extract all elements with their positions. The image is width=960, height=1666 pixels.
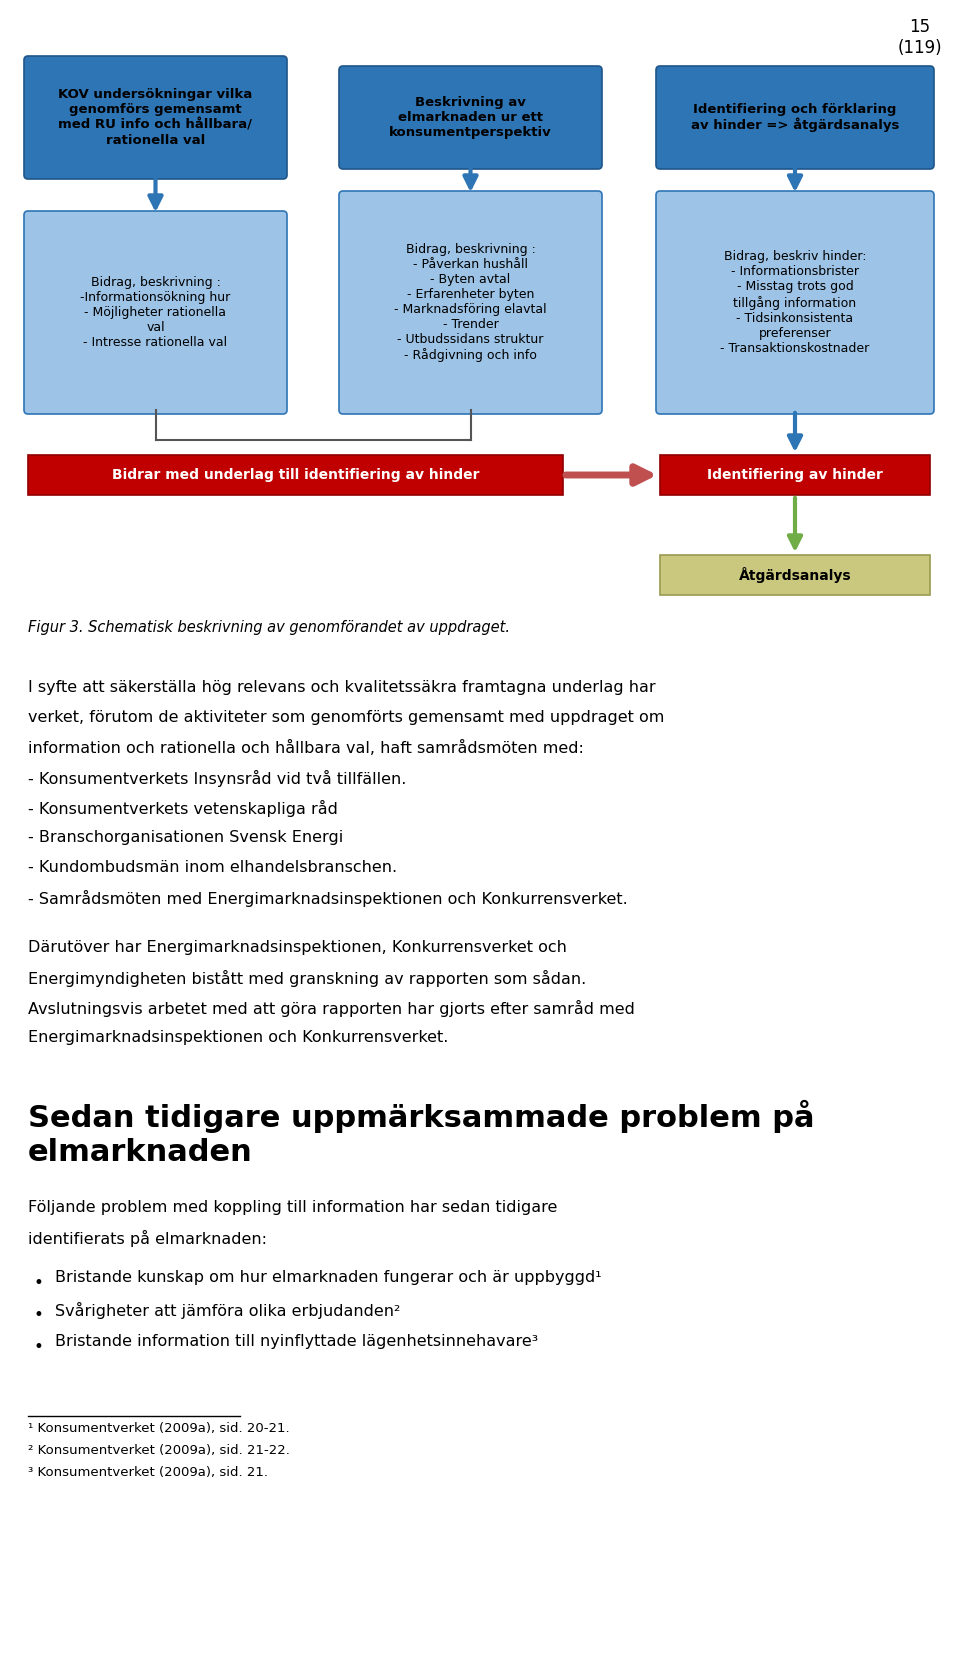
FancyBboxPatch shape <box>656 192 934 413</box>
Text: - Samrådsmöten med Energimarknadsinspektionen och Konkurrensverket.: - Samrådsmöten med Energimarknadsinspekt… <box>28 890 628 906</box>
Text: Figur 3. Schematisk beskrivning av genomförandet av uppdraget.: Figur 3. Schematisk beskrivning av genom… <box>28 620 510 635</box>
Text: - Konsumentverkets vetenskapliga råd: - Konsumentverkets vetenskapliga råd <box>28 800 338 816</box>
Text: Bidrar med underlag till identifiering av hinder: Bidrar med underlag till identifiering a… <box>111 468 479 481</box>
Text: Följande problem med koppling till information har sedan tidigare: Följande problem med koppling till infor… <box>28 1200 558 1215</box>
Text: Energimarknadsinspektionen och Konkurrensverket.: Energimarknadsinspektionen och Konkurren… <box>28 1030 448 1045</box>
Text: Bristande information till nyinflyttade lägenhetsinnehavare³: Bristande information till nyinflyttade … <box>55 1334 539 1349</box>
Text: KOV undersökningar vilka
genomförs gemensamt
med RU info och hållbara/
rationell: KOV undersökningar vilka genomförs gemen… <box>59 88 252 147</box>
Text: •: • <box>33 1338 43 1356</box>
FancyBboxPatch shape <box>24 57 287 178</box>
Text: information och rationella och hållbara val, haft samrådsmöten med:: information och rationella och hållbara … <box>28 740 584 756</box>
Text: Identifiering och förklaring
av hinder => åtgärdsanalys: Identifiering och förklaring av hinder =… <box>691 103 900 132</box>
Text: Avslutningsvis arbetet med att göra rapporten har gjorts efter samråd med: Avslutningsvis arbetet med att göra rapp… <box>28 1000 635 1016</box>
Text: Bidrag, beskrivning :
-Informationsökning hur
- Möjligheter rationella
val
- Int: Bidrag, beskrivning : -Informationsöknin… <box>81 277 230 348</box>
Text: Beskrivning av
elmarknaden ur ett
konsumentperspektiv: Beskrivning av elmarknaden ur ett konsum… <box>389 97 552 138</box>
Text: ² Konsumentverket (2009a), sid. 21-22.: ² Konsumentverket (2009a), sid. 21-22. <box>28 1444 290 1458</box>
Text: - Branschorganisationen Svensk Energi: - Branschorganisationen Svensk Energi <box>28 830 344 845</box>
Text: •: • <box>33 1306 43 1324</box>
Text: Bidrag, beskrivning :
- Påverkan hushåll
- Byten avtal
- Erfarenheter byten
- Ma: Bidrag, beskrivning : - Påverkan hushåll… <box>395 243 547 362</box>
Text: Bristande kunskap om hur elmarknaden fungerar och är uppbyggd¹: Bristande kunskap om hur elmarknaden fun… <box>55 1269 602 1284</box>
Text: Energimyndigheten bistått med granskning av rapporten som sådan.: Energimyndigheten bistått med granskning… <box>28 970 587 986</box>
Text: •: • <box>33 1274 43 1293</box>
Text: identifierats på elmarknaden:: identifierats på elmarknaden: <box>28 1230 267 1248</box>
FancyBboxPatch shape <box>656 67 934 168</box>
Text: Identifiering av hinder: Identifiering av hinder <box>708 468 883 481</box>
Text: verket, förutom de aktiviteter som genomförts gemensamt med uppdraget om: verket, förutom de aktiviteter som genom… <box>28 710 664 725</box>
Text: Svårigheter att jämföra olika erbjudanden²: Svårigheter att jämföra olika erbjudande… <box>55 1303 400 1319</box>
Text: 15
(119): 15 (119) <box>898 18 943 57</box>
Text: Åtgärdsanalys: Åtgärdsanalys <box>738 566 852 583</box>
FancyBboxPatch shape <box>660 555 930 595</box>
FancyBboxPatch shape <box>660 455 930 495</box>
Text: - Kundombudsmän inom elhandelsbranschen.: - Kundombudsmän inom elhandelsbranschen. <box>28 860 397 875</box>
Text: ¹ Konsumentverket (2009a), sid. 20-21.: ¹ Konsumentverket (2009a), sid. 20-21. <box>28 1423 290 1434</box>
FancyBboxPatch shape <box>24 212 287 413</box>
FancyBboxPatch shape <box>28 455 563 495</box>
Text: Bidrag, beskriv hinder:
- Informationsbrister
- Misstag trots god
tillgång infor: Bidrag, beskriv hinder: - Informationsbr… <box>720 250 870 355</box>
Text: ³ Konsumentverket (2009a), sid. 21.: ³ Konsumentverket (2009a), sid. 21. <box>28 1466 268 1479</box>
Text: Därutöver har Energimarknadsinspektionen, Konkurrensverket och: Därutöver har Energimarknadsinspektionen… <box>28 940 566 955</box>
Text: Sedan tidigare uppmärksammade problem på
elmarknaden: Sedan tidigare uppmärksammade problem på… <box>28 1100 814 1166</box>
FancyBboxPatch shape <box>339 192 602 413</box>
Text: I syfte att säkerställa hög relevans och kvalitetssäkra framtagna underlag har: I syfte att säkerställa hög relevans och… <box>28 680 656 695</box>
Text: - Konsumentverkets Insynsråd vid två tillfällen.: - Konsumentverkets Insynsråd vid två til… <box>28 770 406 786</box>
FancyBboxPatch shape <box>339 67 602 168</box>
